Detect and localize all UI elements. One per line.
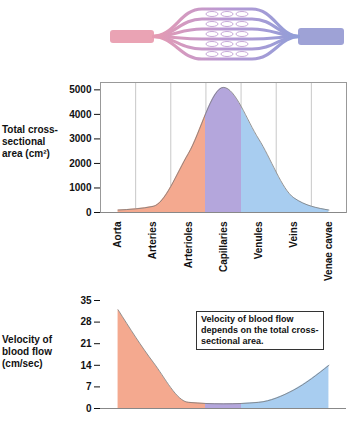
- svg-text:Capillaries: Capillaries: [218, 221, 229, 272]
- svg-text:4000: 4000: [69, 109, 92, 120]
- svg-text:Venae cavae: Venae cavae: [323, 221, 334, 281]
- svg-text:Veins: Veins: [288, 221, 299, 248]
- html-text:Velocity of blood flow depends: Velocity of blood flow depends on the to…: [201, 314, 319, 346]
- html-text:Velocity of blood flow (cm/sec: Velocity of blood flow (cm/sec): [2, 334, 52, 369]
- svg-text:0: 0: [86, 207, 92, 218]
- svg-text:Venules: Venules: [253, 221, 264, 259]
- svg-text:Arterioles: Arterioles: [183, 221, 194, 268]
- svg-text:2000: 2000: [69, 158, 92, 169]
- svg-text:7: 7: [86, 381, 92, 392]
- svg-text:0: 0: [86, 403, 92, 414]
- svg-text:3000: 3000: [69, 133, 92, 144]
- svg-text:14: 14: [80, 360, 92, 371]
- html-text:Total cross-sectional area (cm: Total cross-sectional area (cm²): [2, 124, 58, 159]
- svg-text:28: 28: [80, 316, 92, 327]
- svg-text:21: 21: [80, 338, 92, 349]
- svg-text:Aorta: Aorta: [112, 221, 123, 248]
- svg-text:1000: 1000: [69, 182, 92, 193]
- svg-text:35: 35: [80, 295, 92, 306]
- svg-text:Arteries: Arteries: [147, 221, 158, 259]
- svg-text:5000: 5000: [69, 84, 92, 95]
